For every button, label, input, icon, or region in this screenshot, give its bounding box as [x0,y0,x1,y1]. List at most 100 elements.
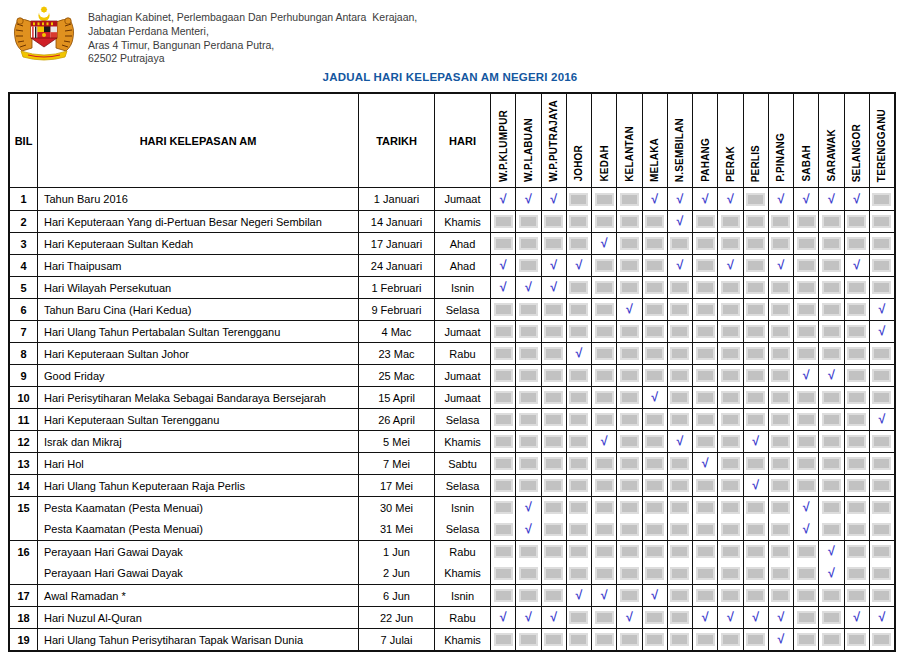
shaded-box [595,545,614,558]
check-mark: √ [676,193,683,206]
state-check-cell [515,211,540,232]
bil-cell: 12 [10,431,37,452]
table-header-row: BIL HARI KELEPASAN AM TARIKH HARI W.P.KL… [10,94,894,188]
state-check-cell: √ [616,299,641,320]
state-check-cell [692,431,717,452]
check-mark: √ [601,435,608,448]
shaded-box [872,457,891,470]
shaded-box [569,501,588,514]
state-check-cell [616,562,641,584]
shaded-box [569,215,588,228]
state-check-cell: √ [844,255,869,276]
state-name-label: PAHANG [700,138,711,182]
shaded-box [822,501,841,514]
date-cell: 31 Mei [358,518,434,540]
state-check-cell [793,211,818,232]
state-check-cell [541,453,566,474]
day-cell: Sabtu [434,453,490,474]
check-mark: √ [651,589,658,602]
shaded-box [620,633,639,646]
holiday-name-cell: Perayaan Hari Gawai Dayak [37,541,358,562]
shaded-box [797,215,816,228]
shaded-box [620,523,639,536]
state-check-cell [717,343,742,364]
table-row: 14Hari Ulang Tahun Keputeraan Raja Perli… [10,474,894,496]
state-check-cell [591,562,616,584]
day-cell: Selasa [434,475,490,496]
shaded-box [494,391,513,404]
state-check-cell [692,585,717,606]
state-check-cell [616,277,641,298]
table-row: 8Hari Keputeraan Sultan Johor23 MacRabu√ [10,342,894,364]
shaded-box [771,523,790,536]
shaded-box [595,303,614,316]
state-check-cell [515,343,540,364]
header-bil: BIL [10,94,37,187]
state-check-cell [667,409,692,430]
state-check-cell [616,585,641,606]
shaded-box [595,523,614,536]
holiday-name-cell: Hari Wilayah Persekutuan [37,277,358,298]
shaded-box [494,545,513,558]
state-check-cell [667,277,692,298]
state-check-cell [515,431,540,452]
shaded-box [872,501,891,514]
table-body: 1Tahun Baru 20161 JanuariJumaat√√√√√√√√√… [10,188,894,650]
state-check-cell [743,277,768,298]
state-check-cell [566,475,591,496]
state-check-cell [566,497,591,518]
state-check-cell [490,409,515,430]
shaded-box [494,523,513,536]
state-check-cell [869,562,894,584]
state-check-cell [844,321,869,342]
state-check-cell [667,541,692,562]
state-check-cell [591,387,616,408]
shaded-box [670,523,689,536]
shaded-box [696,325,715,338]
state-column-header: KEDAH [591,94,616,187]
date-cell: 24 Januari [358,255,434,276]
shaded-box [797,281,816,294]
address-line-2: Jabatan Perdana Menteri, [88,25,417,39]
shaded-box [721,413,740,426]
shaded-box [721,545,740,558]
state-check-cell [869,629,894,650]
bil-cell: 4 [10,255,37,276]
state-check-cell [793,277,818,298]
state-check-cell: √ [541,255,566,276]
state-check-cell: √ [818,188,843,210]
shaded-box [696,347,715,360]
state-check-cell [793,431,818,452]
shaded-box [746,567,765,580]
state-check-cell: √ [793,497,818,518]
state-check-cell [768,475,793,496]
shaded-box [847,435,866,448]
shaded-box [519,457,538,470]
check-mark: √ [525,281,532,294]
shaded-box [544,325,563,338]
shaded-box [872,259,891,272]
state-name-label: PERAK [725,146,736,182]
state-check-cell [490,562,515,584]
state-check-cell [743,321,768,342]
state-check-cell: √ [844,607,869,628]
shaded-box [721,303,740,316]
day-cell: Isnin [434,277,490,298]
shaded-box [797,237,816,250]
shaded-box [721,369,740,382]
shaded-box [569,281,588,294]
state-check-cell [642,343,667,364]
table-row: 10Hari Perisytiharan Melaka Sebagai Band… [10,386,894,408]
shaded-box [569,611,588,624]
shaded-box [872,567,891,580]
state-check-cell: √ [692,453,717,474]
bil-cell: 14 [10,475,37,496]
state-check-cell [692,255,717,276]
state-column-header: W.P.LABUAN [515,94,540,187]
shaded-box [595,413,614,426]
state-check-cell [818,497,843,518]
state-check-cell [818,299,843,320]
state-check-cell [743,453,768,474]
state-check-cell [844,518,869,540]
shaded-box [771,567,790,580]
